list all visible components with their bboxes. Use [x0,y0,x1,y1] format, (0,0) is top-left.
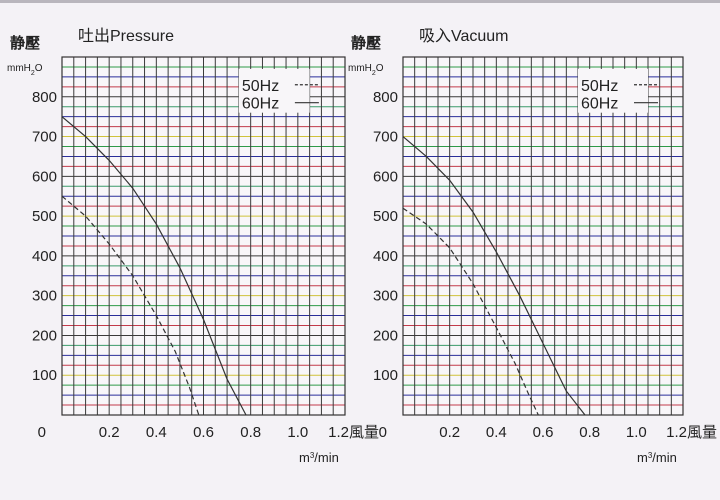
pressure-title: 吐出Pressure [78,27,174,45]
pressure-origin-label: 0 [38,424,46,441]
vacuum-ytick-700: 700 [373,129,398,146]
vacuum-title: 吸入Vacuum [419,28,509,45]
vacuum-ytick-800: 800 [373,89,398,106]
vacuum-xtick-1.0: 1.0 [626,424,647,441]
vacuum-ytick-300: 300 [373,288,398,305]
pressure-xunit: m3/min [299,450,339,465]
pressure-ytick-100: 100 [32,367,57,384]
pressure-ytick-300: 300 [32,288,57,305]
pressure-ytick-800: 800 [32,89,57,106]
pressure-ytick-700: 700 [32,129,57,146]
vacuum-xtick-0.2: 0.2 [439,424,460,441]
vacuum-legend-bg [578,68,648,113]
vacuum-origin-label: 0 [379,424,387,441]
vacuum-xtick-1.2: 1.2 [666,424,687,441]
pressure-ytick-600: 600 [32,168,57,185]
pressure-curve-60hz [61,116,247,416]
vacuum-curve-60hz [402,136,586,416]
vacuum-ylabel: 静壓 [351,34,381,52]
vacuum-xunit: m3/min [637,450,677,465]
pressure-ytick-400: 400 [32,248,57,265]
vacuum-frame [402,56,684,416]
vacuum-yunit: mmH2O [348,63,384,77]
top-divider [0,0,720,3]
vacuum-ytick-600: 600 [373,168,398,185]
pressure-xtick-0.2: 0.2 [99,424,120,441]
vacuum-ytick-500: 500 [373,208,398,225]
pressure-xtick-1.2: 1.2 [328,424,349,441]
pressure-yunit: mmH2O [7,63,43,77]
vacuum-legend-60hz-label: 60Hz [581,96,618,113]
vacuum-ytick-100: 100 [373,367,398,384]
pressure-xtick-0.4: 0.4 [146,424,167,441]
pressure-xlabel: 風量 [349,424,379,441]
pressure-xtick-0.6: 0.6 [193,424,214,441]
vacuum-xtick-0.8: 0.8 [579,424,600,441]
pressure-curve-50hz [61,195,200,416]
vacuum-ytick-200: 200 [373,327,398,344]
pressure-ytick-500: 500 [32,208,57,225]
pressure-frame [61,56,346,416]
pressure-legend-bg [238,68,310,113]
pressure-xtick-1.0: 1.0 [287,424,308,441]
pressure-ytick-200: 200 [32,327,57,344]
vacuum-ytick-400: 400 [373,248,398,265]
pressure-legend-60hz-label: 60Hz [242,96,279,113]
pressure-xtick-0.8: 0.8 [240,424,261,441]
vacuum-curve-50hz [402,207,539,416]
vacuum-xlabel: 風量 [687,424,717,441]
vacuum-legend-50hz-label: 50Hz [581,78,618,95]
vacuum-xtick-0.6: 0.6 [533,424,554,441]
vacuum-xtick-0.4: 0.4 [486,424,507,441]
pressure-legend-50hz-label: 50Hz [242,78,279,95]
pressure-ylabel: 静壓 [10,34,40,52]
